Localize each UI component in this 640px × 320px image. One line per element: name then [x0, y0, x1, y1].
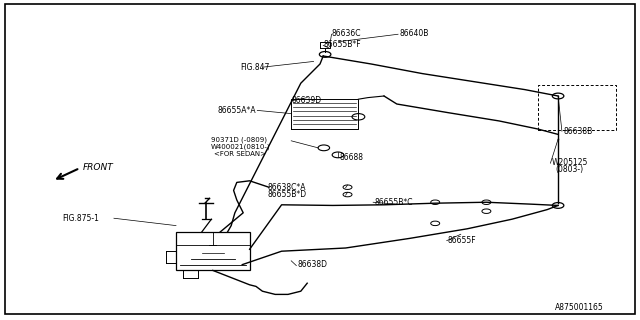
Text: 86636C: 86636C [332, 29, 361, 38]
Text: FIG.847: FIG.847 [240, 63, 269, 72]
Text: 90371D (-0809): 90371D (-0809) [211, 137, 268, 143]
Text: FIG.875-1: FIG.875-1 [63, 214, 100, 223]
Text: 86639D: 86639D [291, 96, 321, 105]
Text: A875001165: A875001165 [555, 303, 604, 312]
Text: 86655B*D: 86655B*D [268, 190, 307, 199]
Text: FRONT: FRONT [83, 163, 114, 172]
Text: 86655A*A: 86655A*A [218, 106, 256, 115]
Text: 86655F: 86655F [448, 236, 477, 245]
Text: 86655B*C: 86655B*C [374, 198, 413, 207]
Text: 86638C*A: 86638C*A [268, 183, 306, 192]
Text: 86688: 86688 [339, 153, 364, 162]
Text: 86640B: 86640B [400, 29, 429, 38]
Text: 86655B*F: 86655B*F [323, 40, 361, 49]
Text: (0803-): (0803-) [556, 165, 584, 174]
Text: <FOR SEDAN>: <FOR SEDAN> [214, 151, 266, 157]
Text: W205125: W205125 [552, 158, 588, 167]
Text: 86638B: 86638B [563, 127, 593, 136]
Text: W400021(0810-): W400021(0810-) [211, 144, 271, 150]
Text: 86638D: 86638D [298, 260, 328, 269]
